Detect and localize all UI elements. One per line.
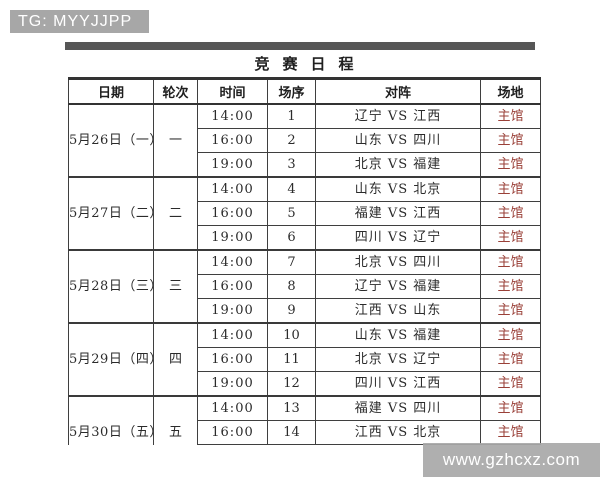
col-header-round: 轮次 (153, 77, 198, 105)
matchup-cell: 四川 VS 辽宁 (315, 225, 481, 251)
time-cell: 14:00 (197, 176, 268, 202)
schedule-row: 19:00 9 江西 VS 山东 主馆 (69, 298, 541, 324)
time-cell: 16:00 (197, 274, 268, 299)
matchup-cell: 北京 VS 辽宁 (315, 347, 481, 372)
match-no-cell: 10 (267, 322, 316, 348)
header-row: 日期 轮次 时间 场序 对阵 场地 (68, 77, 541, 105)
col-header-date: 日期 (68, 77, 154, 105)
match-no-cell: 1 (267, 103, 316, 129)
schedule-row: 5月29日（四）四 14:00 10 山东 VS 福建 主馆 (68, 322, 541, 397)
venue-cell: 主馆 (480, 371, 541, 397)
venue-cell: 主馆 (480, 274, 541, 299)
time-cell: 19:00 (197, 152, 268, 178)
round-cell: 二 (153, 176, 198, 251)
schedule-row: 5月27日（二）二 14:00 4 山东 VS 北京 主馆 (68, 176, 541, 251)
page-title: 竞赛日程 (254, 55, 367, 73)
tg-badge: TG: MYYJJPP (10, 10, 149, 33)
venue-cell: 主馆 (480, 298, 541, 324)
time-cell: 16:00 (197, 201, 268, 226)
match-no-cell: 5 (267, 201, 316, 226)
matchup-cell: 辽宁 VS 福建 (315, 274, 481, 299)
col-header-time: 时间 (197, 77, 268, 105)
top-divider-bar (65, 42, 535, 50)
venue-cell: 主馆 (480, 103, 541, 129)
venue-cell: 主馆 (480, 420, 541, 445)
matchup-cell: 山东 VS 福建 (315, 322, 481, 348)
clipped-cell (267, 444, 316, 445)
matchup-cell: 山东 VS 四川 (315, 128, 481, 153)
matchup-cell: 辽宁 VS 江西 (315, 103, 481, 129)
schedule-row: 19:00 6 四川 VS 辽宁 主馆 (69, 225, 541, 251)
matchup-cell: 四川 VS 江西 (315, 371, 481, 397)
schedule-row: 5月26日（一）一 14:00 1 辽宁 VS 江西 主馆 (68, 103, 541, 178)
matchup-cell: 山东 VS 北京 (315, 176, 481, 202)
date-cell: 5月29日（四） (68, 322, 154, 397)
match-no-cell: 14 (267, 420, 316, 445)
col-header-match-no: 场序 (267, 77, 316, 105)
round-cell: 一 (153, 103, 198, 178)
match-no-cell: 9 (267, 298, 316, 324)
time-cell: 14:00 (197, 249, 268, 275)
match-no-cell: 2 (267, 128, 316, 153)
match-no-cell: 12 (267, 371, 316, 397)
time-cell: 16:00 (197, 420, 268, 445)
time-cell: 19:00 (197, 371, 268, 397)
schedule-table: 日期 轮次 时间 场序 对阵 场地 5月26日（一）一 14:00 1 辽宁 VS 江… (68, 77, 541, 445)
schedule-table-body: 5月26日（一）一 14:00 1 辽宁 VS 江西 主馆 16:00 2 山东 VS 四川主… (68, 103, 541, 445)
date-cell: 5月30日（五） (68, 395, 154, 445)
schedule-row: 16:00 2 山东 VS 四川 主馆 (69, 128, 541, 153)
matchup-cell: 北京 VS 四川 (315, 249, 481, 275)
schedule-row: 5月30日（五）五 14:00 13 福建 VS 四川 主馆 (68, 395, 541, 445)
round-cell: 四 (153, 322, 198, 397)
matchup-cell: 福建 VS 四川 (315, 395, 481, 421)
venue-cell: 主馆 (480, 347, 541, 372)
match-no-cell: 13 (267, 395, 316, 421)
venue-cell: 主馆 (480, 249, 541, 275)
venue-cell: 主馆 (480, 176, 541, 202)
venue-cell: 主馆 (480, 152, 541, 178)
match-no-cell: 3 (267, 152, 316, 178)
time-cell: 16:00 (197, 128, 268, 153)
schedule-row: 16:00 14 江西 VS 北京 主馆 (69, 420, 541, 445)
match-no-cell: 4 (267, 176, 316, 202)
round-cell: 三 (153, 249, 198, 324)
time-cell: 16:00 (197, 347, 268, 372)
date-cell: 5月26日（一） (68, 103, 154, 178)
schedule-row: 5月28日（三）三 14:00 7 北京 VS 四川 主馆 (68, 249, 541, 324)
match-no-cell: 11 (267, 347, 316, 372)
time-cell: 19:00 (197, 225, 268, 251)
schedule-row: 19:00 3 北京 VS 福建 主馆 (69, 152, 541, 178)
schedule-row: 16:00 5 福建 VS 江西 主馆 (69, 201, 541, 226)
match-no-cell: 7 (267, 249, 316, 275)
matchup-cell: 北京 VS 福建 (315, 152, 481, 178)
venue-cell: 主馆 (480, 201, 541, 226)
match-no-cell: 6 (267, 225, 316, 251)
col-header-venue: 场地 (480, 77, 541, 105)
venue-cell: 主馆 (480, 128, 541, 153)
date-cell: 5月28日（三） (68, 249, 154, 324)
schedule-row: 16:00 8 辽宁 VS 福建 主馆 (69, 274, 541, 299)
venue-cell: 主馆 (480, 225, 541, 251)
schedule-row: 19:00 12 四川 VS 江西 主馆 (69, 371, 541, 397)
time-cell: 19:00 (197, 298, 268, 324)
matchup-cell: 江西 VS 北京 (315, 420, 481, 445)
col-header-matchup: 对阵 (315, 77, 481, 105)
matchup-cell: 江西 VS 山东 (315, 298, 481, 324)
round-cell: 五 (153, 395, 198, 445)
schedule-row: 16:00 11 北京 VS 辽宁 主馆 (69, 347, 541, 372)
matchup-cell: 福建 VS 江西 (315, 201, 481, 226)
time-cell: 14:00 (197, 395, 268, 421)
schedule-table-container: 日期 轮次 时间 场序 对阵 场地 5月26日（一）一 14:00 1 辽宁 VS 江… (68, 77, 542, 445)
date-cell: 5月27日（二） (68, 176, 154, 251)
venue-cell: 主馆 (480, 395, 541, 421)
time-cell: 14:00 (197, 103, 268, 129)
clipped-cell (197, 444, 268, 445)
watermark: www.gzhcxz.com (423, 443, 600, 477)
venue-cell: 主馆 (480, 322, 541, 348)
time-cell: 14:00 (197, 322, 268, 348)
match-no-cell: 8 (267, 274, 316, 299)
